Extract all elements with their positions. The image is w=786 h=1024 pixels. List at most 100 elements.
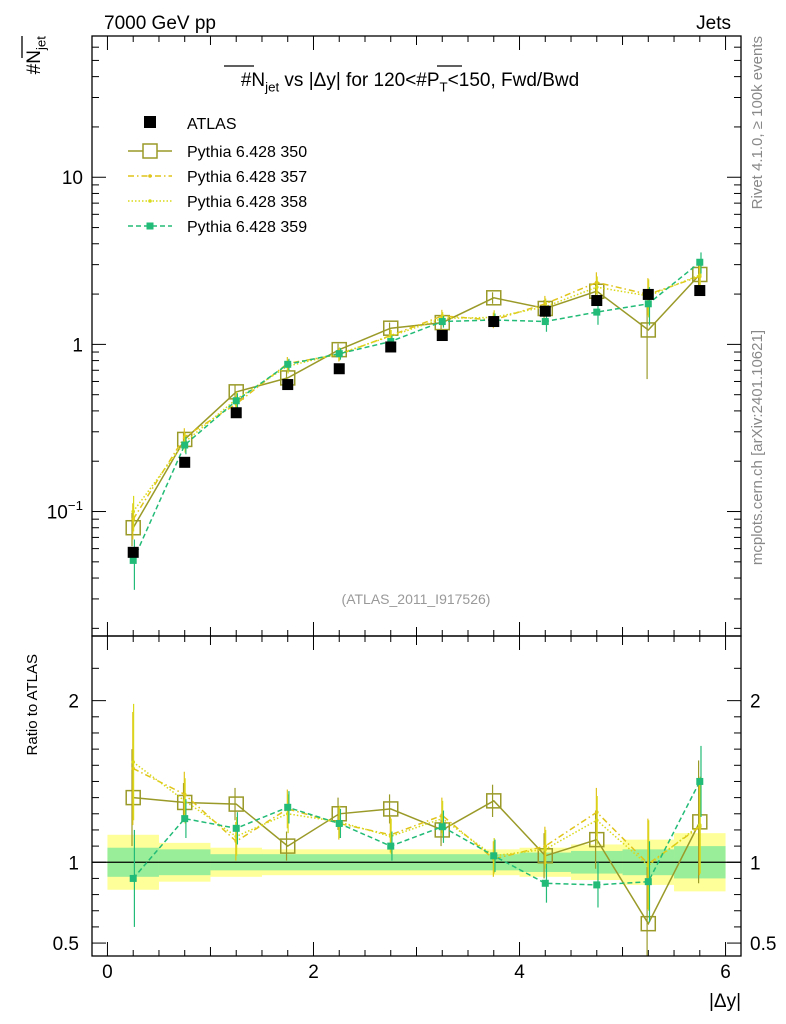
ratio-y-tick-label-right: 1 (750, 853, 761, 874)
ratio-point (228, 796, 244, 812)
ratio-point (593, 881, 601, 889)
series-1 (131, 261, 702, 540)
ratio-point (279, 838, 296, 854)
data-point (697, 273, 702, 277)
legend-marker-atlas (144, 116, 156, 128)
ratio-point (543, 847, 548, 852)
y-tick-label: 1 (72, 335, 83, 356)
legend-label: Pythia 6.428 359 (187, 219, 307, 236)
data-point (438, 318, 446, 326)
legend: ATLAS Pythia 6.428 350 Pythia 6.428 357 Pyt… (128, 116, 307, 236)
ratio-point (594, 818, 599, 823)
ratio-series-3 (129, 745, 704, 927)
x-axis-label: |Δy| (709, 991, 741, 1012)
ratio-point (131, 760, 136, 764)
data-point (640, 322, 657, 338)
ratio-point (382, 801, 399, 817)
header-right-label: Jets (696, 13, 731, 34)
ratio-line (133, 796, 701, 926)
text-part: vs |Δy| for 120<#P (279, 70, 439, 91)
x-tick-label: 6 (720, 962, 731, 983)
chart-title: #Njet vs |Δy| for 120<#PT<150, Fwd/Bwd (241, 70, 579, 95)
series-2 (131, 259, 702, 532)
rivet-version-label: Rivet 4.1.0, ≥ 100k events (749, 36, 766, 209)
ratio-y-tick-label-left: 1 (68, 853, 79, 874)
ratio-point (697, 823, 702, 827)
x-tick-label: 4 (514, 962, 525, 983)
data-point (541, 318, 549, 326)
ratio-panel: 0.5 0.5 1 1 2 2 0 2 4 6 (53, 636, 776, 983)
data-point (696, 258, 704, 266)
ratio-plot-area (92, 703, 741, 956)
data-point (694, 285, 706, 297)
data-point (539, 305, 551, 317)
ratio-point (644, 878, 652, 886)
legend-marker (148, 199, 152, 203)
data-point (282, 379, 294, 391)
legend-label: Pythia 6.428 350 (187, 144, 307, 161)
data-point (642, 288, 654, 300)
ratio-point (335, 819, 343, 827)
text-part: T (440, 80, 448, 95)
ratio-y-tick-label-right: 0.5 (750, 934, 776, 955)
data-point (129, 556, 137, 564)
data-point (127, 546, 139, 558)
ratio-point (284, 803, 292, 811)
data-point (335, 350, 343, 358)
ratio-point (181, 815, 189, 823)
analysis-watermark: (ATLAS_2011_I917526) (342, 591, 491, 607)
header-left-label: 7000 GeV pp (104, 13, 216, 34)
legend-label: Pythia 6.428 358 (187, 194, 307, 211)
text-part: #N (24, 50, 45, 74)
series-line (132, 273, 701, 529)
data-point (181, 441, 189, 449)
legend-marker (142, 143, 158, 159)
ratio-point (640, 915, 657, 932)
x-tick-label: 2 (308, 962, 319, 983)
ratio-frame (91, 635, 742, 957)
data-point (486, 290, 502, 306)
text-part: #N (241, 70, 265, 91)
main-plot-area (125, 252, 708, 590)
ratio-point (129, 874, 137, 882)
ratio-point (541, 879, 549, 887)
ratio-y-tick-label-right: 2 (750, 692, 761, 713)
ratio-y-tick-label-left: 0.5 (53, 934, 79, 955)
legend-label-atlas: ATLAS (187, 116, 237, 133)
series-0 (125, 261, 708, 547)
series-3 (129, 252, 704, 590)
text-part: 10 (47, 503, 68, 524)
data-point (179, 456, 191, 468)
ratio-line (132, 767, 701, 865)
ratio-line (132, 761, 701, 867)
data-point (284, 360, 292, 368)
ratio-y-tick-label-left: 2 (68, 692, 79, 713)
series-line (132, 274, 701, 512)
x-tick-label: 0 (102, 962, 113, 983)
data-point (591, 295, 603, 307)
series-line (132, 261, 701, 561)
data-point (230, 407, 242, 419)
data-point (488, 316, 500, 328)
y-tick-label: 10−1 (47, 498, 83, 524)
ratio-point (387, 842, 395, 850)
atlas-data (127, 285, 706, 558)
main-panel: 10−1 1 10 (47, 35, 741, 636)
mcplots-label: mcplots.cern.ch [arXiv:2401.10621] (749, 330, 766, 565)
text-part: −1 (68, 498, 83, 513)
data-point (232, 397, 240, 405)
ratio-point (438, 823, 446, 831)
ratio-y-axis-label: Ratio to ATLAS (24, 654, 41, 755)
y-axis-label: #Njet (24, 36, 49, 75)
ratio-point (486, 793, 502, 809)
data-point (131, 509, 136, 514)
data-point (333, 363, 345, 375)
data-point (593, 308, 601, 316)
data-point (385, 341, 397, 353)
ratio-line (132, 781, 701, 886)
ratio-point (490, 852, 498, 860)
data-point (644, 300, 652, 308)
ratio-point (696, 777, 704, 785)
legend-label: Pythia 6.428 357 (187, 169, 307, 186)
